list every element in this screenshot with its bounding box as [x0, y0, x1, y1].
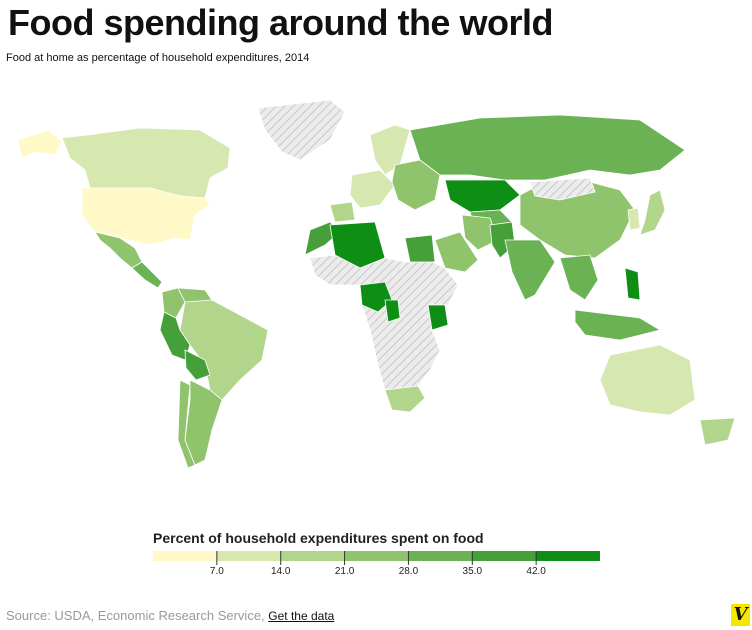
region-saudi-arabia[interactable] [434, 231, 479, 273]
region-new-zealand[interactable] [699, 417, 736, 446]
region-central-america[interactable] [131, 261, 163, 289]
region-kenya[interactable] [427, 304, 449, 331]
legend-swatch [536, 551, 600, 561]
legend-swatch [472, 551, 537, 561]
legend-swatch [280, 551, 345, 561]
legend-tick-label: 7.0 [209, 566, 224, 577]
legend-tick-label: 28.0 [398, 566, 419, 577]
color-legend [153, 551, 600, 565]
vox-logo[interactable]: V [731, 604, 750, 626]
source-text: Source: USDA, Economic Research Service, [6, 608, 265, 623]
legend-swatch [344, 551, 409, 561]
legend-ticks: 7.0 14.0 21.0 28.0 35.0 42.0 [0, 566, 752, 586]
legend-tick-label: 14.0 [270, 566, 291, 577]
region-indonesia[interactable] [574, 309, 662, 341]
world-map [17, 99, 736, 469]
region-nigeria[interactable] [359, 281, 393, 313]
region-korea[interactable] [627, 207, 641, 231]
page-subtitle: Food at home as percentage of household … [6, 52, 310, 64]
legend-title: Percent of household expenditures spent … [153, 530, 484, 546]
legend-tick-label: 21.0 [334, 566, 355, 577]
region-iberia[interactable] [329, 201, 356, 223]
region-western-europe[interactable] [349, 169, 396, 209]
region-south-africa[interactable] [384, 385, 426, 413]
region-philippines[interactable] [624, 267, 641, 301]
legend-tick-label: 42.0 [526, 566, 546, 577]
region-australia[interactable] [599, 344, 696, 416]
region-kazakhstan[interactable] [444, 179, 521, 213]
region-colombia[interactable] [161, 287, 186, 319]
region-egypt[interactable] [404, 234, 436, 263]
region-india[interactable] [504, 239, 556, 301]
region-russia[interactable] [409, 114, 686, 181]
region-iran[interactable] [461, 214, 499, 251]
region-mongolia[interactable] [529, 177, 596, 201]
region-bolivia[interactable] [184, 349, 211, 381]
page-title: Food spending around the world [8, 2, 553, 43]
source-note: Source: USDA, Economic Research Service,… [6, 608, 334, 623]
legend-swatch [408, 551, 473, 561]
region-canada[interactable] [61, 127, 231, 199]
region-alaska[interactable] [17, 129, 63, 159]
region-algeria[interactable] [329, 221, 386, 269]
legend-tick-label: 35.0 [462, 566, 483, 577]
region-cameroon[interactable] [384, 299, 401, 323]
get-data-link[interactable]: Get the data [268, 609, 335, 623]
region-southeast-asia[interactable] [559, 254, 599, 301]
region-argentina[interactable] [184, 379, 223, 466]
legend-swatch [153, 551, 217, 561]
region-japan[interactable] [639, 189, 666, 236]
legend-swatch [216, 551, 281, 561]
region-greenland[interactable] [257, 99, 346, 161]
